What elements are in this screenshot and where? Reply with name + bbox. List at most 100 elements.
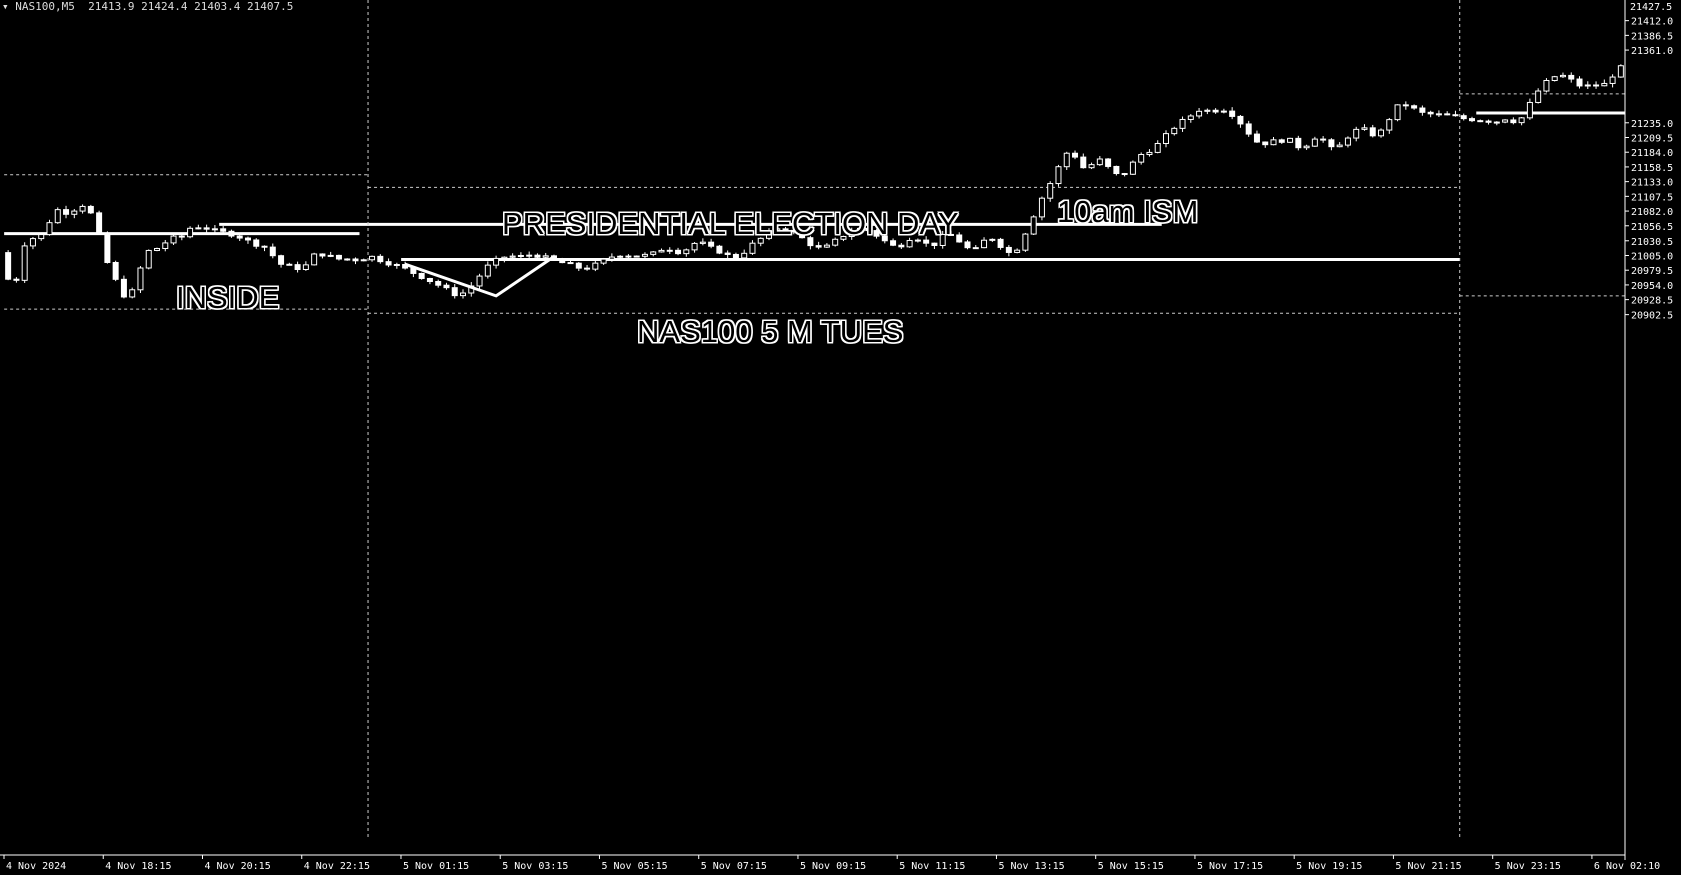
candle-body (1253, 133, 1260, 143)
candle-body (617, 255, 624, 258)
candle-body (13, 278, 20, 281)
candle-body (195, 227, 202, 230)
candle-body (1047, 183, 1054, 199)
level-lines (4, 0, 1625, 840)
candle-body (1460, 115, 1467, 120)
candle-body (1038, 197, 1045, 218)
candle-body (1609, 76, 1616, 84)
candle-body (906, 239, 913, 248)
candle-body (1179, 118, 1186, 129)
candle-body (1113, 165, 1120, 175)
candle-body (832, 238, 839, 246)
price-tick-label: 21361.0 (1631, 46, 1673, 57)
candle-body (1196, 110, 1203, 117)
candle-body (1617, 65, 1624, 78)
time-tick-label: 5 Nov 19:15 (1296, 861, 1362, 872)
candle-body (418, 272, 425, 279)
candle-body (650, 251, 657, 255)
candle-body (451, 287, 458, 297)
candle-body (443, 284, 450, 289)
candle-body (1303, 145, 1310, 149)
candle-body (253, 239, 260, 247)
candle-body (972, 247, 979, 250)
candle-body (1105, 158, 1112, 167)
candle-body (1394, 104, 1401, 121)
candle-body (1162, 133, 1169, 144)
candle-body (1311, 138, 1318, 147)
candle-body (154, 248, 161, 251)
candle-body (1237, 115, 1244, 125)
candle-body (964, 241, 971, 249)
candle-body (691, 242, 698, 251)
instrument-label: NAS100 5 M TUES (637, 314, 904, 349)
time-tick-label: 4 Nov 20:15 (204, 861, 270, 872)
price-tick-label: 21158.5 (1631, 163, 1673, 174)
candle-body (981, 239, 988, 249)
candle-body (790, 229, 797, 233)
candle-body (1154, 142, 1161, 153)
candle-body (104, 232, 111, 263)
candle-body (1171, 127, 1178, 135)
candle-body (840, 235, 847, 240)
candle-body (1262, 141, 1269, 146)
candle-body (46, 222, 53, 236)
inside-label: INSIDE (176, 280, 280, 315)
candle-body (162, 242, 169, 250)
candle-body (1427, 111, 1434, 115)
candle-body (211, 228, 218, 231)
price-tick-label: 21427.5 (1630, 2, 1672, 13)
ohlc-values: 21413.9 21424.4 21403.4 21407.5 (88, 0, 294, 13)
time-tick-label: 5 Nov 05:15 (601, 861, 667, 872)
candle-body (1369, 127, 1376, 137)
candle-body (21, 245, 28, 281)
candle-body (823, 244, 830, 248)
candle-body (112, 261, 119, 280)
candle-body (1278, 139, 1285, 143)
price-tick-label: 20954.0 (1631, 281, 1673, 292)
candle-body (890, 240, 897, 246)
candle-body (1030, 216, 1037, 235)
candle-body (1378, 129, 1385, 137)
price-tick-label: 21386.5 (1631, 31, 1673, 42)
candle-body (1295, 137, 1302, 149)
candle-body (1005, 246, 1012, 253)
candle-body (914, 239, 921, 242)
candle-body (38, 234, 45, 240)
price-tick-label: 21056.5 (1631, 222, 1673, 233)
chart-header: ▾ NAS100,M5 21413.9 21424.4 21403.4 2140… (2, 0, 293, 13)
candle-body (881, 235, 888, 242)
candle-body (236, 235, 243, 239)
symbol-label: NAS100,M5 (15, 0, 75, 13)
candle-body (815, 245, 822, 248)
candle-body (923, 239, 930, 244)
candle-body (947, 233, 954, 236)
candle-body (997, 238, 1004, 248)
candle-body (311, 253, 318, 266)
price-tick-label: 20979.5 (1631, 266, 1673, 277)
candle-body (517, 254, 524, 257)
candle-body (1419, 107, 1426, 113)
candle-body (1138, 154, 1145, 163)
candle-body (1526, 101, 1533, 119)
dropdown-arrow-icon[interactable]: ▾ (2, 0, 9, 13)
candle-body (584, 267, 591, 270)
candle-body (542, 255, 549, 258)
time-tick-label: 4 Nov 18:15 (105, 861, 171, 872)
candle-body (360, 259, 367, 262)
ism-label: 10am ISM (1057, 194, 1199, 229)
candle-body (1576, 78, 1583, 87)
candle-body (1055, 166, 1062, 185)
candle-body (526, 254, 533, 257)
candle-body (170, 235, 177, 244)
price-tick-label: 21235.0 (1631, 119, 1673, 130)
candle-body (625, 255, 632, 258)
candle-body (600, 258, 607, 264)
candle-body (178, 235, 185, 238)
price-tick-label: 20928.5 (1631, 296, 1673, 307)
time-tick-label: 6 Nov 02:10 (1594, 861, 1660, 872)
candle-body (1411, 105, 1418, 109)
candle-body (1072, 152, 1079, 158)
time-tick-label: 5 Nov 07:15 (701, 861, 767, 872)
candle-body (633, 255, 640, 258)
